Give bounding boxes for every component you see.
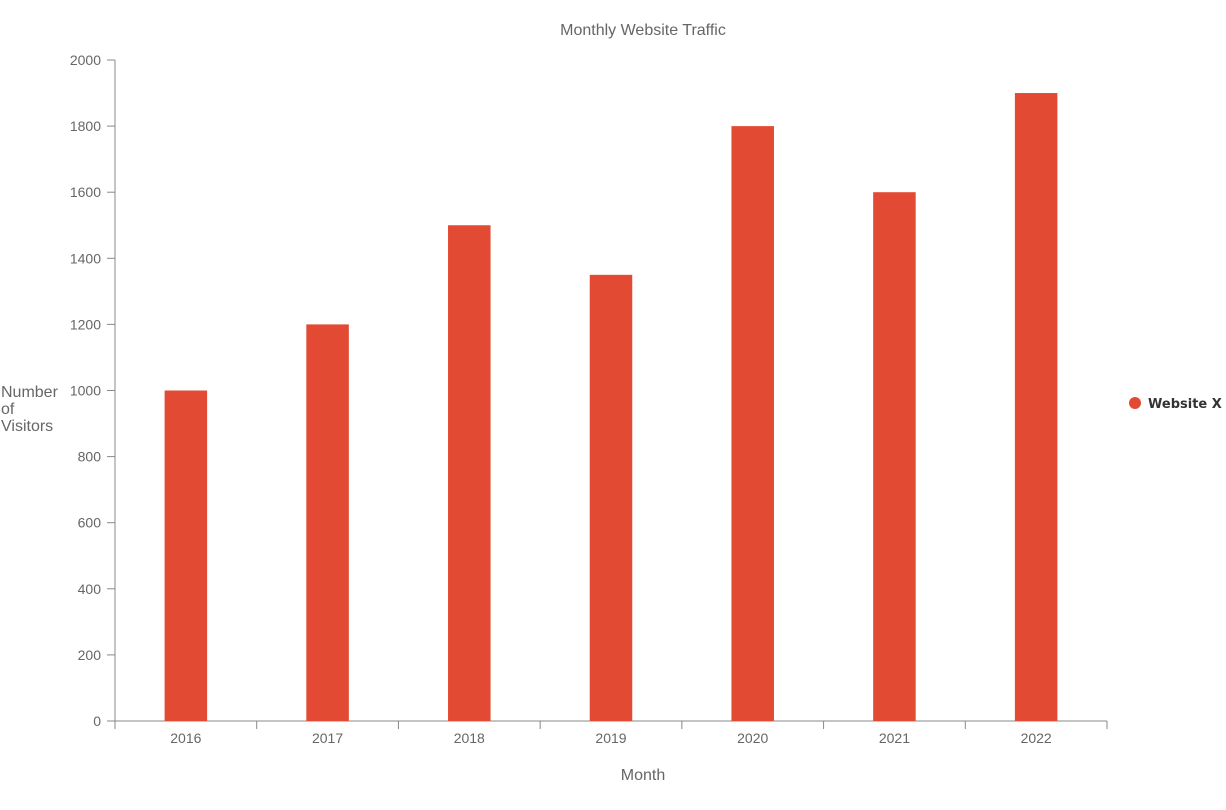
y-axis: 0 200 400 600 800 1000 1200 1400 1600 1800 2000 bbox=[70, 52, 116, 729]
legend-swatch bbox=[1129, 397, 1141, 409]
x-tick-label: 2021 bbox=[879, 730, 910, 746]
y-tick-label: 2000 bbox=[70, 52, 101, 68]
y-tick-label: 1200 bbox=[70, 316, 101, 332]
y-axis-title-line: Visitors bbox=[1, 418, 53, 435]
y-tick-label: 1600 bbox=[70, 184, 101, 200]
y-axis-title-line: Number bbox=[1, 384, 59, 401]
y-tick-label: 1400 bbox=[70, 250, 101, 266]
bar-2020 bbox=[731, 126, 774, 722]
x-tick-label: 2017 bbox=[312, 730, 343, 746]
y-tick-label: 400 bbox=[78, 581, 102, 597]
y-axis-title: Number of Visitors bbox=[1, 384, 62, 435]
x-tick-label: 2020 bbox=[737, 730, 768, 746]
bars bbox=[164, 93, 1058, 722]
chart-title: Monthly Website Traffic bbox=[560, 22, 726, 39]
bar-2021 bbox=[873, 192, 916, 721]
bar-2017 bbox=[306, 324, 349, 721]
y-tick-label: 200 bbox=[78, 647, 102, 663]
y-tick-label: 0 bbox=[93, 713, 101, 729]
y-tick-label: 800 bbox=[78, 449, 102, 465]
bar-2022 bbox=[1014, 93, 1058, 722]
legend: Website X bbox=[1129, 397, 1222, 412]
x-tick-label: 2018 bbox=[454, 730, 485, 746]
y-tick-label: 600 bbox=[78, 515, 102, 531]
y-tick-label: 1000 bbox=[70, 383, 101, 399]
bar-2016 bbox=[164, 390, 208, 721]
bar-2019 bbox=[589, 274, 633, 721]
x-tick-label: 2022 bbox=[1021, 730, 1052, 746]
x-tick-label: 2016 bbox=[170, 730, 201, 746]
legend-label: Website X bbox=[1148, 397, 1222, 412]
bar-2018 bbox=[448, 225, 491, 721]
x-axis: 2016 2017 2018 2019 2020 2021 2022 bbox=[114, 720, 1108, 746]
y-axis-title-line: of bbox=[1, 401, 15, 418]
y-tick-label: 1800 bbox=[70, 118, 101, 134]
x-tick-label: 2019 bbox=[595, 730, 626, 746]
x-axis-title: Month bbox=[621, 767, 665, 784]
